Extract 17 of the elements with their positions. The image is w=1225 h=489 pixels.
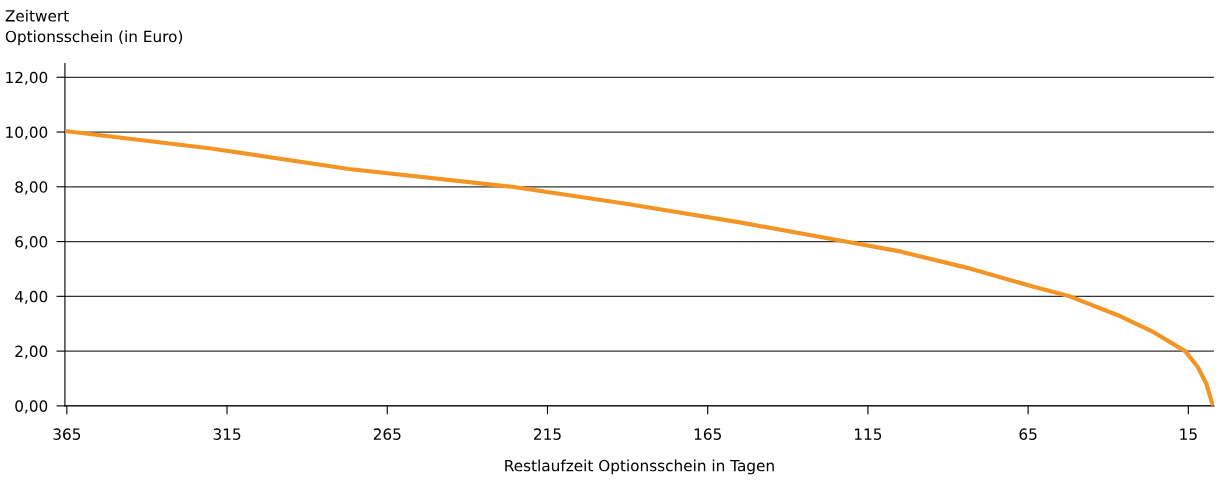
y-tick-label: 4,00 [14,290,48,304]
x-tick-label: 65 [1019,428,1037,440]
y-tick-label: 12,00 [6,71,48,85]
y-tick-label: 6,00 [15,236,48,250]
x-tick-label: 115 [855,428,882,440]
y-tick-label: 2,00 [15,345,48,359]
y-tick-label: 10,00 [6,126,48,140]
x-tick-label: 215 [534,428,561,440]
x-tick-label: 365 [53,428,81,440]
x-axis-title: Restlaufzeit Optionsschein in Tagen [505,459,774,475]
y-tick-label: 8,00 [15,181,48,195]
x-tick-label: 265 [373,428,401,440]
y-tick-label: 0,00 [15,400,48,414]
x-tick-label: 315 [213,428,241,440]
x-tick-label: 165 [694,428,721,440]
y-axis-title: Zeitwert Optionsschein (in Euro) [5,9,183,46]
x-tick-label: 15 [1180,428,1197,440]
